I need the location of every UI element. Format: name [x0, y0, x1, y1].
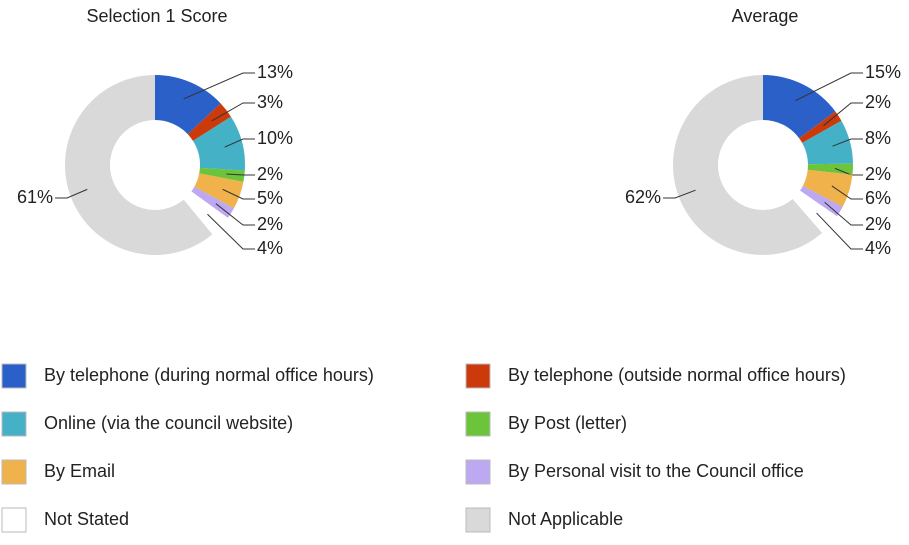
legend-swatch: [465, 363, 491, 389]
legend-label: By telephone (during normal office hours…: [44, 365, 374, 385]
legend-swatch: [1, 411, 27, 437]
slice: [187, 103, 231, 141]
data-label: 4%: [257, 238, 283, 258]
slice: [802, 120, 853, 165]
leader-line: [816, 212, 863, 250]
data-label: 4%: [865, 238, 891, 258]
chart-title: Selection 1 Score: [86, 6, 227, 26]
legend-label: By Post (letter): [508, 413, 627, 433]
slice: [191, 186, 234, 218]
legend-swatch: [1, 507, 27, 533]
slice: [65, 75, 213, 255]
legend-swatch: [465, 459, 491, 485]
legend-swatch: [1, 459, 27, 485]
slice: [807, 163, 853, 175]
data-label: 61%: [17, 187, 53, 207]
leader-line: [831, 185, 863, 200]
data-label: 5%: [257, 188, 283, 208]
leader-line: [824, 201, 863, 226]
legend-label: Not Stated: [44, 509, 129, 529]
leader-line: [183, 72, 255, 100]
legend-label: By telephone (outside normal office hour…: [508, 365, 846, 385]
data-label: 13%: [257, 62, 293, 82]
slice: [802, 169, 853, 207]
data-label: 3%: [257, 92, 283, 112]
data-label: 10%: [257, 128, 293, 148]
slice: [199, 167, 245, 182]
leader-line: [207, 213, 255, 250]
leader-line: [211, 102, 255, 122]
leader-line: [224, 138, 255, 148]
legend-label: Not Applicable: [508, 509, 623, 529]
legend-swatch: [1, 363, 27, 389]
data-label: 2%: [257, 214, 283, 234]
leader-line: [832, 138, 863, 147]
data-label: 6%: [865, 188, 891, 208]
slice: [194, 173, 244, 209]
slice: [672, 75, 823, 256]
data-label: 2%: [865, 164, 891, 184]
leader-line: [226, 173, 255, 176]
slice: [192, 116, 245, 171]
data-label: 2%: [865, 92, 891, 112]
leader-line: [215, 203, 255, 226]
slice: [763, 75, 836, 139]
data-label: 15%: [865, 62, 901, 82]
leader-line: [823, 102, 863, 127]
legend-label: Online (via the council website): [44, 413, 293, 433]
leader-line: [795, 72, 863, 102]
legend-label: By Personal visit to the Council office: [508, 461, 804, 481]
data-label: 2%: [865, 214, 891, 234]
data-label: 8%: [865, 128, 891, 148]
legend-swatch: [465, 507, 491, 533]
leader-line: [55, 188, 88, 199]
data-label: 2%: [257, 164, 283, 184]
leader-line: [222, 188, 255, 200]
data-label: 62%: [625, 187, 661, 207]
leader-line: [663, 189, 696, 199]
legend-label: By Email: [44, 461, 115, 481]
chart-title: Average: [732, 6, 799, 26]
legend-swatch: [465, 411, 491, 437]
